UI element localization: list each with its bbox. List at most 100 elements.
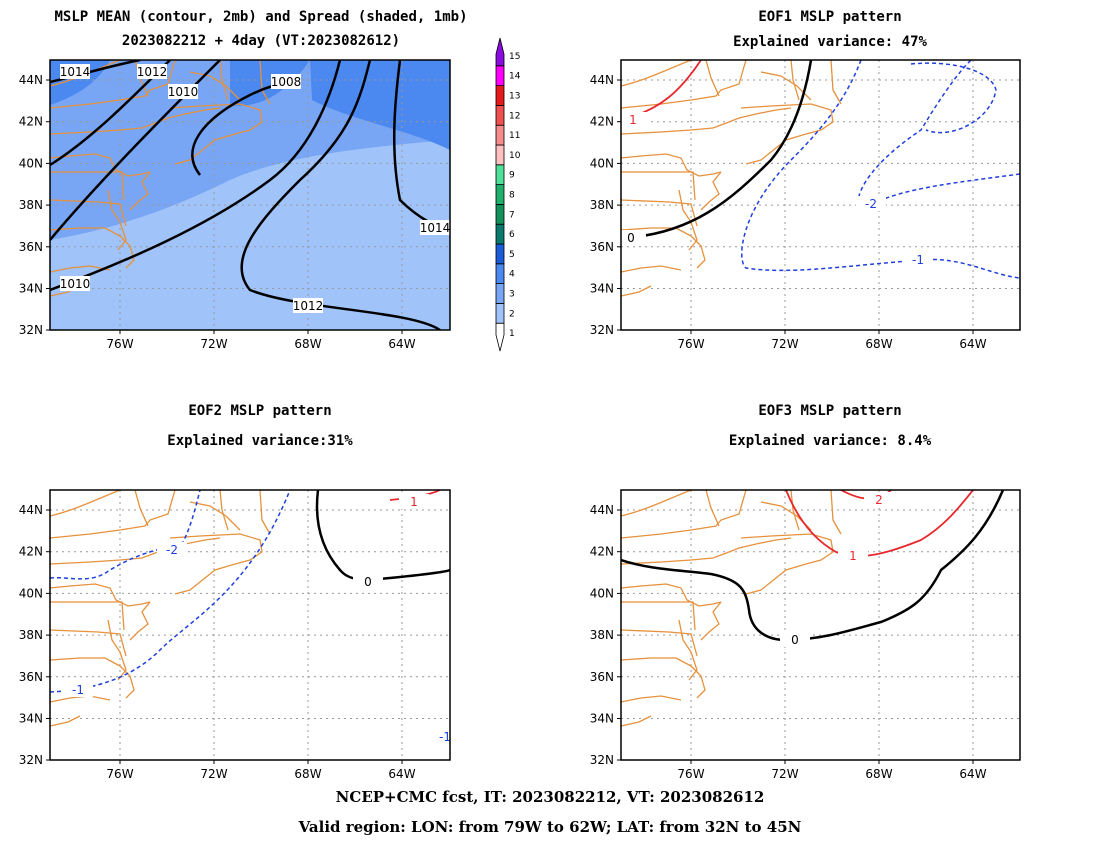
coastline xyxy=(621,601,696,631)
contour-label: 1014 xyxy=(420,221,451,235)
coastline xyxy=(50,657,121,667)
coastline xyxy=(760,501,812,531)
lon-tick-label: 64W xyxy=(959,767,986,781)
coastline xyxy=(50,490,176,539)
lat-tick-label: 40N xyxy=(590,156,614,170)
coastline xyxy=(745,563,807,595)
isobar-1014-west xyxy=(50,60,141,84)
contour-label-box xyxy=(293,298,323,313)
coastline xyxy=(621,60,692,87)
lat-tick-label: 42N xyxy=(590,115,614,129)
coastline xyxy=(134,490,149,527)
coastline xyxy=(621,171,696,201)
lon-tick-label: 68W xyxy=(865,337,892,351)
eof2-frame xyxy=(49,489,451,761)
contour-label-box xyxy=(430,729,450,744)
colorbar-tick-label: 9 xyxy=(509,171,515,181)
coastline xyxy=(745,133,807,165)
contour-label-box xyxy=(838,548,868,563)
colorbar-swatch xyxy=(495,283,505,304)
mean-title-line1: MSLP MEAN (contour, 2mb) and Spread (sha… xyxy=(54,9,468,25)
lon-tick-label: 76W xyxy=(106,767,133,781)
coastline xyxy=(700,171,722,211)
lat-tick-label: 40N xyxy=(19,156,43,170)
eof2-minus1-contour xyxy=(50,490,291,693)
lat-tick-label: 34N xyxy=(19,712,43,726)
eof1-minus2-contour xyxy=(857,60,1020,209)
coastline xyxy=(740,103,834,135)
panel-mean: 1014 10121010100810121010101444N42N40N38N… xyxy=(19,59,451,351)
eof1-title-line2: Explained variance: 47% xyxy=(733,34,927,50)
coastline xyxy=(678,619,698,681)
coastline xyxy=(169,103,263,135)
lon-tick-label: 64W xyxy=(388,767,415,781)
coastline xyxy=(50,265,111,273)
coastline xyxy=(119,235,135,269)
coastline xyxy=(119,665,135,699)
colorbar-swatch xyxy=(495,302,505,324)
contour-label: -2 xyxy=(865,197,877,211)
coastline xyxy=(169,533,263,565)
coastline xyxy=(740,533,834,565)
contour-label-box xyxy=(168,84,198,99)
lon-tick-label: 76W xyxy=(106,337,133,351)
eof2-title-line1: EOF2 MSLP pattern xyxy=(188,403,332,419)
lon-tick-label: 76W xyxy=(677,767,704,781)
lat-tick-label: 36N xyxy=(19,240,43,254)
eof3-positive1-contour xyxy=(785,490,974,557)
colorbar-tick-label: 3 xyxy=(509,290,515,300)
contour-label-box xyxy=(137,64,167,79)
eof3-title-line1: EOF3 MSLP pattern xyxy=(758,403,902,419)
isobar-1010-south xyxy=(50,60,342,292)
contour-label: 0 xyxy=(364,575,372,589)
eof3-zero-contour xyxy=(621,490,1005,642)
coastline xyxy=(50,583,151,607)
spread-fill-level-2 xyxy=(50,140,450,330)
colorbar-tick-label: 11 xyxy=(509,131,520,141)
colorbar-tick-label: 13 xyxy=(509,92,520,102)
lon-tick-label: 72W xyxy=(771,767,798,781)
coastline xyxy=(621,490,692,517)
colorbar-tick-label: 7 xyxy=(509,210,515,220)
colorbar-swatch xyxy=(495,164,505,186)
coastline xyxy=(50,153,151,177)
contour-label: 1 xyxy=(629,113,637,127)
colorbar-tick-label: 15 xyxy=(509,52,520,62)
contour-label: 1010 xyxy=(168,85,199,99)
coastline xyxy=(621,695,682,703)
panel-eof3: 2 1 0 44N 42N 40N 38N 36N 34N 32N 76W 72W 68W 64W xyxy=(590,489,1021,781)
colorbar-tick-label: 1 xyxy=(509,329,515,339)
eof3-plot-area: 2 1 0 xyxy=(621,490,1020,760)
colorbar-tick-label: 2 xyxy=(509,309,515,319)
lon-tick-label: 72W xyxy=(200,767,227,781)
contour-label-box xyxy=(271,74,301,89)
lat-tick-label: 36N xyxy=(19,670,43,684)
contour-label-box xyxy=(780,632,810,647)
coastline xyxy=(621,657,692,667)
panel-eof2: -2 -1 0 1 -1 44N 42N 40N 38N 36N 34N 32N 76W 72W 68W 64… xyxy=(19,489,451,781)
lat-tick-label: 44N xyxy=(19,503,43,517)
colorbar-swatch xyxy=(495,144,505,166)
coastline xyxy=(621,490,747,539)
colorbar-swatch xyxy=(495,243,505,265)
lat-tick-label: 38N xyxy=(19,198,43,212)
lat-tick-label: 32N xyxy=(19,753,43,767)
coastline xyxy=(174,563,236,595)
lat-tick-label: 44N xyxy=(19,73,43,87)
coastline xyxy=(690,235,706,269)
lat-tick-label: 44N xyxy=(590,503,614,517)
lon-tick-label: 68W xyxy=(294,337,321,351)
contour-label-box xyxy=(60,64,90,79)
coastline xyxy=(621,583,722,607)
coastline xyxy=(50,601,125,631)
coastline xyxy=(259,490,271,535)
lon-tick-label: 72W xyxy=(771,337,798,351)
eof2-zero-contour xyxy=(315,490,450,581)
colorbar-tick-label: 10 xyxy=(509,151,521,161)
colorbar-swatch xyxy=(495,124,505,146)
coastline xyxy=(621,265,682,273)
lon-tick-label: 76W xyxy=(677,337,704,351)
panel-eof1: 1 0 -2 -1 44N 42N 40N 38N 36N 34N 32N 76W 72W 68W 64W xyxy=(590,59,1021,351)
colorbar-tick-label: 12 xyxy=(509,111,520,121)
